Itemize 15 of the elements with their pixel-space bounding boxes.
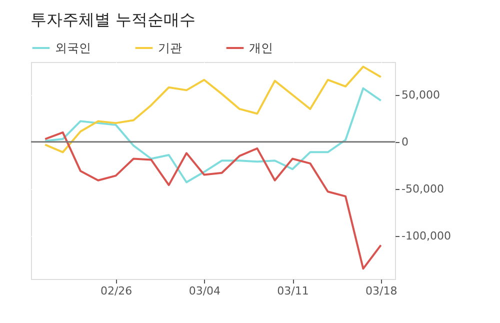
line-series (44, 87, 382, 184)
legend-label: 기관 (158, 41, 182, 55)
x-tick-label: 03/04 (188, 284, 221, 298)
line-series (44, 66, 382, 154)
y-tick-label: 0 (402, 135, 408, 148)
x-tick-label: 03/11 (277, 284, 309, 298)
chart-title: 투자주체별 누적순매수 (30, 10, 196, 29)
x-tick-label: 03/18 (366, 284, 398, 298)
x-tick-label: 02/26 (100, 284, 132, 298)
y-tick-label: -50,000 (402, 182, 444, 196)
legend-label: 개인 (249, 41, 273, 55)
y-tick-label: 50,000 (402, 88, 440, 102)
y-tick-label: -100,000 (402, 229, 451, 242)
line-series (44, 131, 382, 270)
legend-label: 외국인 (55, 41, 91, 55)
